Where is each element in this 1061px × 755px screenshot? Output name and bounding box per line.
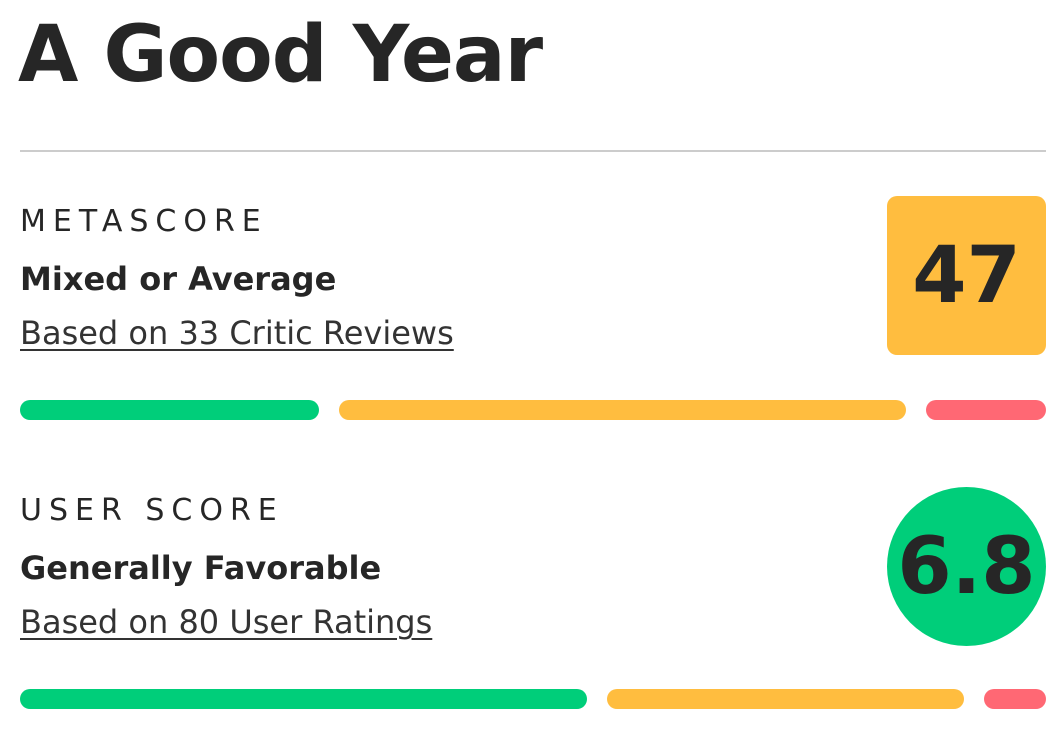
distribution-bar	[20, 400, 1046, 420]
distribution-segment	[926, 400, 1046, 420]
score-section: METASCORE Mixed or Average Based on 33 Cri…	[0, 196, 1061, 466]
divider	[20, 150, 1046, 152]
distribution-segment	[606, 689, 965, 709]
distribution-segment	[984, 689, 1046, 709]
section-label: USER SCORE	[20, 493, 284, 528]
section-label: METASCORE	[20, 204, 268, 239]
distribution-bar	[20, 689, 1046, 709]
distribution-segment	[338, 400, 907, 420]
distribution-segment	[20, 689, 587, 709]
score-badge: 6.8	[887, 487, 1046, 646]
reviews-link[interactable]: Based on 80 User Ratings	[20, 603, 433, 641]
title: A Good Year	[18, 10, 543, 100]
verdict: Mixed or Average	[20, 260, 337, 298]
reviews-link[interactable]: Based on 33 Critic Reviews	[20, 314, 454, 352]
score-section: USER SCORE Generally Favorable Based on 80…	[0, 485, 1061, 755]
score-badge: 47	[887, 196, 1046, 355]
verdict: Generally Favorable	[20, 549, 382, 587]
page: A Good Year METASCORE Mixed or Average Bas…	[0, 10, 1061, 709]
distribution-segment	[20, 400, 319, 420]
